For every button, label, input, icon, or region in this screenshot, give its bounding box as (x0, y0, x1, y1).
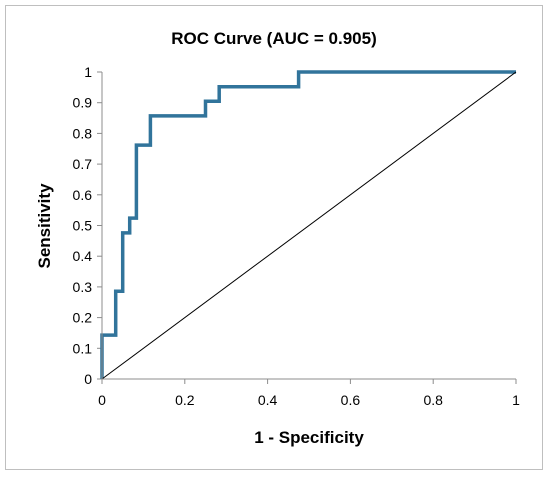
x-tick-label: 0.4 (258, 392, 278, 408)
x-tick-label: 0.8 (423, 392, 443, 408)
y-tick-label: 1 (84, 64, 92, 80)
y-tick-label: 0.9 (73, 95, 93, 111)
y-tick-label: 0.5 (73, 218, 93, 234)
x-axis-label: 1 - Specificity (254, 428, 364, 447)
chart-title: ROC Curve (AUC = 0.905) (171, 29, 376, 48)
x-tick-label: 0.6 (341, 392, 361, 408)
roc-curve-line (100, 70, 516, 379)
y-tick-label: 0.7 (73, 156, 93, 172)
x-tick-label: 0.2 (175, 392, 195, 408)
y-tick-label: 0.4 (73, 248, 93, 264)
x-tick-label: 1 (512, 392, 520, 408)
chart-frame (5, 5, 543, 470)
y-tick-label: 0.6 (73, 187, 93, 203)
x-axis-ticks: 0 0.2 0.4 0.6 0.8 1 (98, 379, 520, 408)
reference-diagonal-line (101, 71, 517, 380)
y-axis-ticks: 0 0.1 0.2 0.3 0.4 0.5 0.6 0.7 0.8 0.9 1 (73, 64, 102, 387)
y-tick-label: 0 (84, 371, 92, 387)
y-tick-label: 0.8 (73, 125, 93, 141)
y-tick-label: 0.2 (73, 310, 93, 326)
y-tick-label: 0.3 (73, 279, 93, 295)
x-tick-label: 0 (98, 392, 106, 408)
series-layer (100, 70, 517, 380)
y-tick-label: 0.1 (73, 340, 93, 356)
y-axis-label: Sensitivity (35, 183, 54, 269)
